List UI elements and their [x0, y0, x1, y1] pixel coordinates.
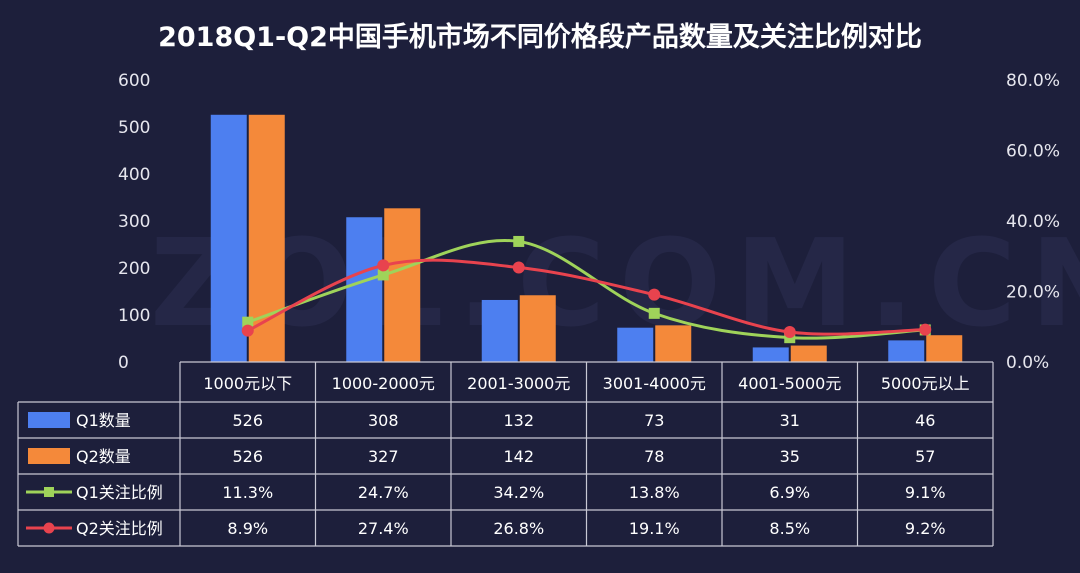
series-name: Q2关注比例 — [76, 519, 163, 538]
legend-swatch-bar — [28, 412, 70, 428]
left-tick-label: 0 — [118, 353, 129, 373]
data-table: 1000元以下 1000-2000元 2001-3000元 3001-4000元 400… — [17, 361, 994, 547]
data-label: 526 — [232, 411, 263, 430]
right-tick-label: 40.0% — [1006, 212, 1060, 232]
data-label: 73 — [644, 411, 664, 430]
data-label: 31 — [780, 411, 800, 430]
data-label: 8.9% — [227, 519, 268, 538]
bar-q1-5 — [888, 340, 925, 362]
left-tick-label: 100 — [118, 306, 150, 326]
bar-q2-4 — [790, 345, 827, 362]
right-tick-label: 0.0% — [1006, 353, 1049, 373]
point-q2-ratio-1 — [377, 259, 390, 272]
point-q2-ratio-4 — [783, 326, 796, 339]
line-q2-ratio — [247, 258, 926, 336]
data-label: 13.8% — [629, 483, 680, 502]
data-label: 34.2% — [493, 483, 544, 502]
bar-q1-3 — [617, 327, 654, 362]
data-label: 11.3% — [222, 483, 273, 502]
category-label: 5000元以上 — [881, 374, 970, 393]
bar-q1-0 — [210, 114, 247, 362]
left-tick-label: 500 — [118, 118, 150, 138]
data-label: 327 — [368, 447, 399, 466]
data-label: 9.2% — [905, 519, 946, 538]
left-tick-label: 400 — [118, 165, 150, 185]
legend-marker — [44, 487, 54, 497]
chart-title: 2018Q1-Q2中国手机市场不同价格段产品数量及关注比例对比 — [158, 21, 922, 53]
category-label: 3001-4000元 — [603, 374, 706, 393]
data-label: 308 — [368, 411, 399, 430]
line-series — [241, 235, 932, 344]
right-axis: 80.0% 60.0% 40.0% 20.0% 0.0% — [1006, 71, 1060, 373]
right-tick-label: 60.0% — [1006, 142, 1060, 162]
left-axis: 600 500 400 300 200 100 0 — [118, 71, 150, 373]
bar-q2-1 — [384, 208, 421, 362]
data-label: 26.8% — [493, 519, 544, 538]
category-label: 1000元以下 — [203, 374, 292, 393]
data-label: 78 — [644, 447, 664, 466]
series-name: Q1数量 — [76, 411, 131, 430]
series-name: Q1关注比例 — [76, 483, 163, 502]
data-label: 142 — [503, 447, 534, 466]
bar-q2-2 — [519, 295, 556, 362]
point-q2-ratio-0 — [241, 324, 254, 337]
bar-q1-4 — [752, 347, 789, 362]
bar-q2-5 — [926, 335, 963, 362]
right-tick-label: 80.0% — [1006, 71, 1060, 91]
point-q1-ratio-1 — [377, 269, 389, 281]
category-label: 4001-5000元 — [738, 374, 841, 393]
point-q2-ratio-5 — [919, 323, 932, 336]
data-label: 24.7% — [358, 483, 409, 502]
series-name: Q2数量 — [76, 447, 131, 466]
data-label: 57 — [915, 447, 935, 466]
point-q1-ratio-2 — [513, 235, 525, 247]
data-label: 46 — [915, 411, 935, 430]
bar-q1-2 — [481, 299, 518, 362]
data-label: 19.1% — [629, 519, 680, 538]
bar-q2-3 — [655, 325, 692, 362]
left-tick-label: 300 — [118, 212, 150, 232]
line-q1-ratio — [247, 239, 926, 340]
data-label: 35 — [780, 447, 800, 466]
data-label: 27.4% — [358, 519, 409, 538]
legend-marker — [43, 522, 55, 534]
data-label: 6.9% — [769, 483, 810, 502]
point-q2-ratio-3 — [648, 288, 661, 301]
data-label: 9.1% — [905, 483, 946, 502]
point-q1-ratio-0 — [242, 316, 254, 328]
data-label: 526 — [232, 447, 263, 466]
bar-q1-1 — [346, 217, 383, 362]
legend-swatch-bar — [28, 448, 70, 464]
data-label: 8.5% — [769, 519, 810, 538]
bar-series — [210, 114, 963, 362]
point-q2-ratio-2 — [512, 261, 525, 274]
category-label: 2001-3000元 — [467, 374, 570, 393]
point-q1-ratio-3 — [648, 307, 660, 319]
data-label: 132 — [503, 411, 534, 430]
right-tick-label: 20.0% — [1006, 283, 1060, 303]
left-tick-label: 200 — [118, 259, 150, 279]
category-label: 1000-2000元 — [332, 374, 435, 393]
bar-q2-0 — [248, 114, 285, 362]
left-tick-label: 600 — [118, 71, 150, 91]
